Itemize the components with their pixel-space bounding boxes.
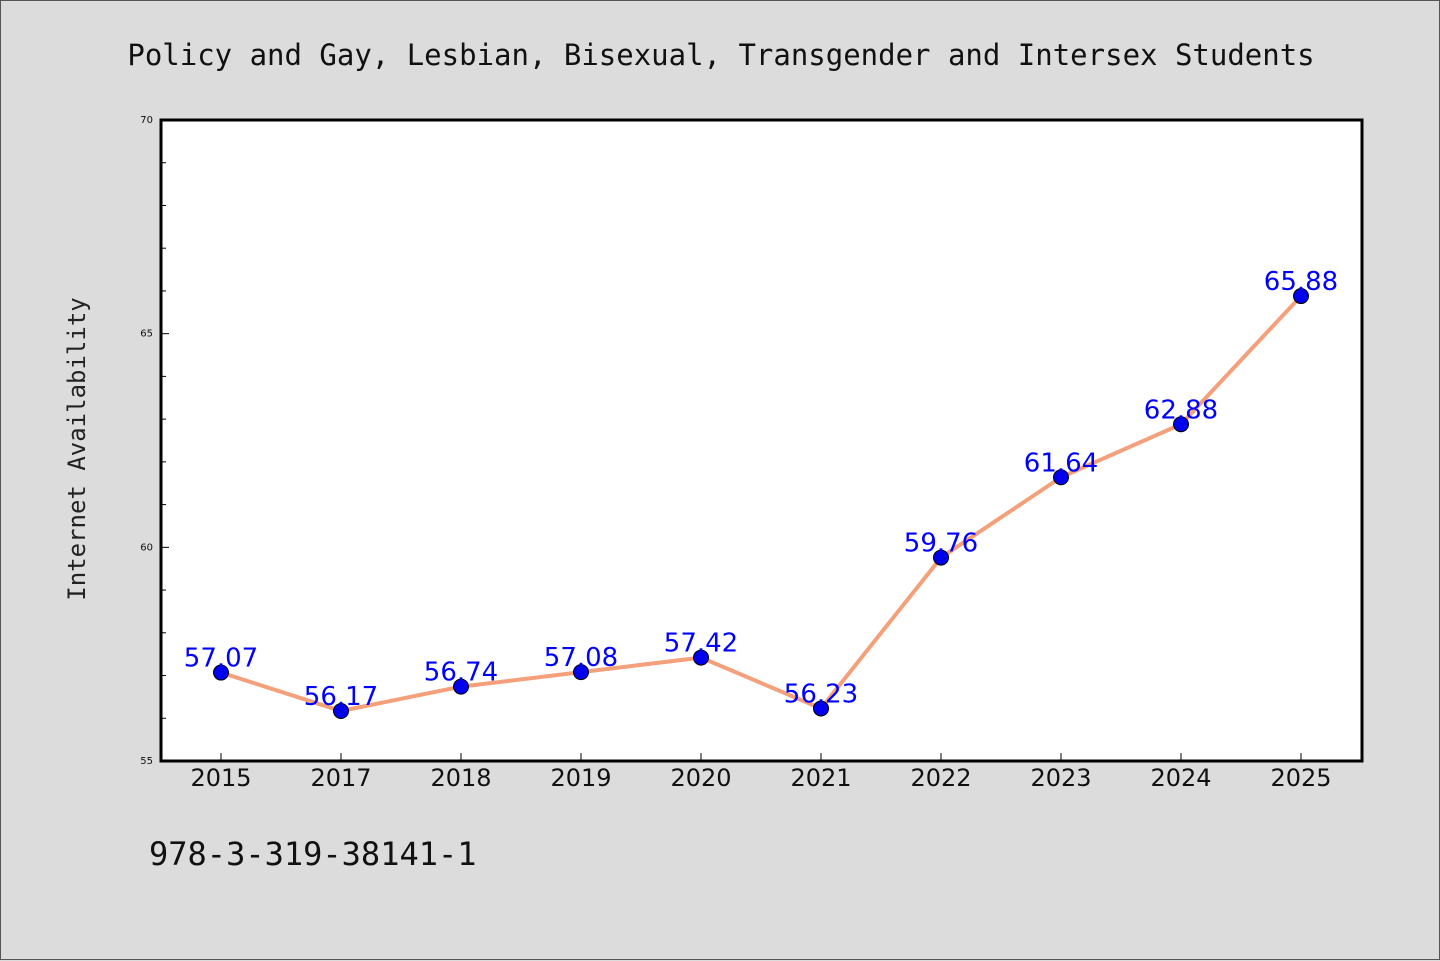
data-label: 57.07 (184, 644, 258, 674)
series-line (219, 294, 1303, 714)
x-tick-label: 2017 (310, 764, 371, 792)
data-label: 57.42 (664, 629, 738, 659)
x-tick-label: 2022 (910, 764, 971, 792)
data-label: 65.88 (1264, 267, 1338, 297)
x-axis: 2015 2017 2018 2019 2020 2021 2022 2023 2024 2025 (190, 753, 1332, 792)
data-point (213, 664, 229, 681)
data-label: 56.74 (424, 658, 498, 688)
y-tick-label: 60 (140, 542, 153, 553)
y-tick-label: 70 (140, 115, 153, 126)
data-point (933, 549, 949, 566)
data-point (1053, 469, 1069, 486)
data-label: 59.76 (904, 529, 978, 559)
data-label: 61.64 (1024, 448, 1098, 478)
x-tick-label: 2015 (190, 764, 251, 792)
y-axis-label: Internet Availability (63, 297, 91, 600)
isbn-text: 978-3-319-38141-1 (149, 835, 477, 873)
data-point (1293, 288, 1309, 305)
plot-area (159, 118, 1364, 763)
y-tick-label: 65 (140, 329, 153, 340)
data-point (453, 678, 469, 695)
data-point (333, 703, 349, 720)
x-tick-label: 2025 (1270, 764, 1331, 792)
x-tick-label: 2018 (430, 764, 491, 792)
y-axis: 55 60 65 70 (140, 115, 169, 767)
data-point (693, 649, 709, 666)
chart-title: Policy and Gay, Lesbian, Bisexual, Trans… (127, 38, 1314, 72)
data-labels: 57.07 56.17 56.74 57.08 57.42 56.23 59.76 61.64… (184, 267, 1338, 712)
y-tick-label: 55 (140, 756, 153, 767)
x-tick-label: 2020 (670, 764, 731, 792)
x-tick-label: 2024 (1150, 764, 1211, 792)
data-label: 62.88 (1144, 395, 1218, 425)
series-group (213, 288, 1309, 720)
data-point (573, 664, 589, 681)
x-tick-label: 2019 (550, 764, 611, 792)
data-label: 56.17 (304, 682, 378, 712)
x-tick-label: 2021 (790, 764, 851, 792)
x-tick-label: 2023 (1030, 764, 1091, 792)
data-label: 56.23 (784, 679, 858, 709)
data-point (1173, 416, 1189, 433)
data-label: 57.08 (544, 643, 618, 673)
data-point (813, 700, 829, 717)
